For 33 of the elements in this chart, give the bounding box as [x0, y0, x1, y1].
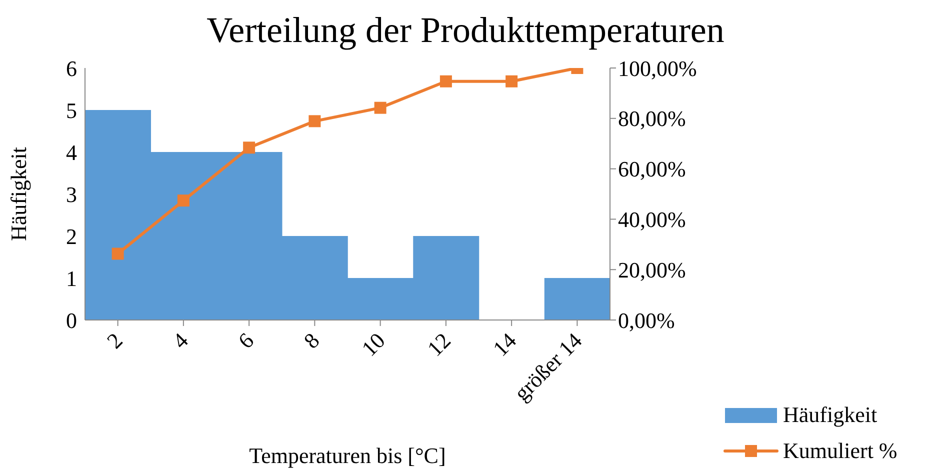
x-tick-label: 10	[356, 328, 390, 362]
point	[506, 75, 518, 88]
y-tick-label: 1	[66, 266, 77, 291]
chart-title: Verteilung der Produkttemperaturen	[206, 9, 726, 52]
y2-tick-label: 100,00%	[618, 56, 697, 81]
y2-tick-label: 60,00%	[618, 156, 686, 182]
y-tick-label: 0	[66, 308, 77, 333]
x-tick-label: 14	[488, 328, 522, 362]
y2-tick-label: 20,00%	[618, 257, 686, 282]
point	[243, 142, 256, 154]
point	[308, 115, 321, 128]
y-tick-label: 5	[66, 98, 77, 123]
x-tick-label: 4	[168, 328, 193, 354]
legend-label: Kumuliert %	[783, 437, 898, 465]
x-tick-label: 8	[298, 328, 324, 354]
x-tick-label: 2	[102, 328, 128, 354]
y-tick-label: 4	[66, 140, 77, 165]
x-tick-label: 12	[422, 328, 456, 362]
y-tick-label: 2	[66, 224, 77, 249]
point	[374, 102, 386, 114]
y-tick-label: 6	[66, 56, 77, 81]
point	[177, 194, 190, 207]
point	[440, 75, 452, 88]
y2-tick-label: 40,00%	[618, 207, 686, 232]
y-axis-title: Häufigkeit	[6, 146, 31, 242]
point	[112, 248, 124, 260]
x-tick-label: 6	[233, 328, 259, 354]
y-tick-label: 3	[66, 182, 77, 207]
y2-tick-label: 80,00%	[618, 106, 686, 132]
legend-label: Häufigkeit	[783, 401, 878, 429]
bar	[544, 278, 610, 320]
y2-tick-label: 0,00%	[618, 308, 675, 333]
x-axis-title: Temperaturen bis [°C]	[249, 443, 446, 468]
